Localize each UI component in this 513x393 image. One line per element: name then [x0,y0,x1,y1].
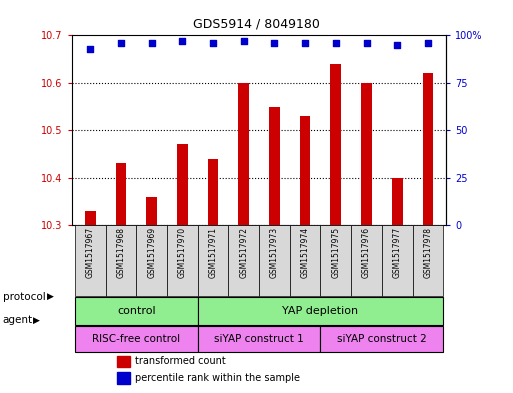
FancyBboxPatch shape [228,225,259,296]
Point [209,40,217,46]
Point [424,40,432,46]
Text: GSM1517976: GSM1517976 [362,227,371,278]
Point [86,46,94,52]
Text: ▶: ▶ [47,292,54,301]
FancyBboxPatch shape [412,225,443,296]
Bar [117,372,130,384]
Text: GSM1517967: GSM1517967 [86,227,95,278]
Point [270,40,279,46]
Point [178,38,186,44]
FancyBboxPatch shape [75,327,198,352]
Text: siYAP construct 1: siYAP construct 1 [214,334,304,344]
Point [301,40,309,46]
Bar [239,83,249,225]
Text: RISC-free control: RISC-free control [92,334,181,344]
Bar [115,163,126,225]
Text: protocol: protocol [3,292,45,302]
Bar [117,356,130,367]
Bar [330,64,341,225]
Point [332,40,340,46]
FancyBboxPatch shape [167,225,198,296]
FancyBboxPatch shape [198,225,228,296]
FancyBboxPatch shape [321,225,351,296]
Bar [208,159,219,225]
Bar [146,196,157,225]
Text: GSM1517970: GSM1517970 [178,227,187,278]
Text: siYAP construct 2: siYAP construct 2 [337,334,427,344]
Point [148,40,156,46]
Text: transformed count: transformed count [135,356,226,366]
FancyBboxPatch shape [75,297,198,325]
Bar [85,211,95,225]
Text: control: control [117,306,155,316]
Point [117,40,125,46]
Bar [361,83,372,225]
Text: agent: agent [3,315,33,325]
FancyBboxPatch shape [351,225,382,296]
FancyBboxPatch shape [290,225,321,296]
Bar [423,73,433,225]
Text: YAP depletion: YAP depletion [282,306,359,316]
Bar [177,145,188,225]
FancyBboxPatch shape [321,327,443,352]
Point [362,40,370,46]
Text: GSM1517977: GSM1517977 [392,227,402,278]
Bar [300,116,310,225]
FancyBboxPatch shape [106,225,136,296]
Text: GDS5914 / 8049180: GDS5914 / 8049180 [193,18,320,31]
Text: GSM1517971: GSM1517971 [208,227,218,278]
Text: GSM1517968: GSM1517968 [116,227,126,278]
Bar [392,178,403,225]
FancyBboxPatch shape [136,225,167,296]
Text: GSM1517969: GSM1517969 [147,227,156,278]
FancyBboxPatch shape [382,225,412,296]
Point [240,38,248,44]
Text: percentile rank within the sample: percentile rank within the sample [135,373,301,383]
Bar [269,107,280,225]
Text: GSM1517975: GSM1517975 [331,227,340,278]
FancyBboxPatch shape [198,297,443,325]
Text: GSM1517978: GSM1517978 [423,227,432,278]
FancyBboxPatch shape [259,225,290,296]
Text: GSM1517972: GSM1517972 [239,227,248,278]
FancyBboxPatch shape [75,225,106,296]
Point [393,42,401,48]
FancyBboxPatch shape [198,327,321,352]
Text: ▶: ▶ [33,316,40,325]
Text: GSM1517974: GSM1517974 [301,227,310,278]
Text: GSM1517973: GSM1517973 [270,227,279,278]
